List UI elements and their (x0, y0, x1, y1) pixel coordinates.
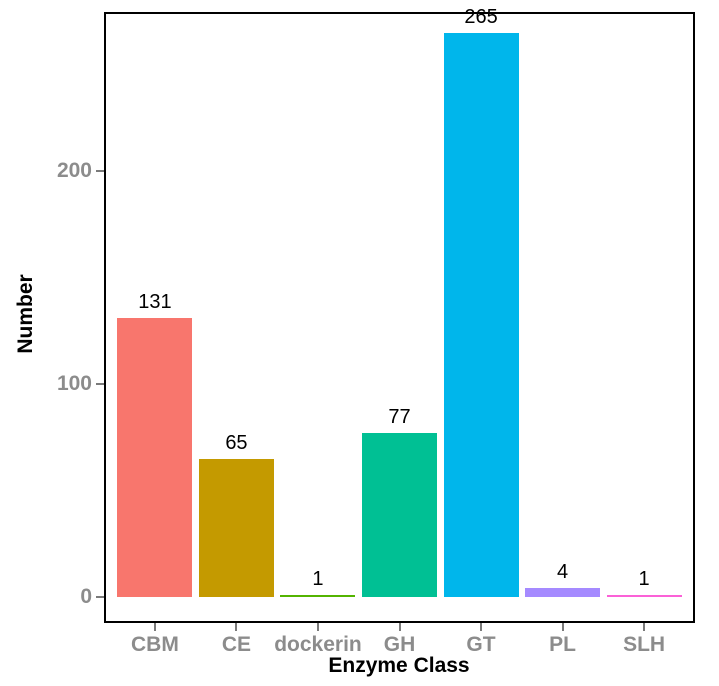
y-tick-100 (96, 383, 104, 385)
bar-gt (443, 32, 519, 597)
bar-value-cbm: 131 (138, 290, 172, 313)
bar-value-dockerin: 1 (312, 567, 324, 590)
y-tick-label-100: 100 (56, 372, 92, 395)
x-tick-label-cbm: CBM (130, 633, 179, 656)
plot-panel: 131 65 1 77 265 4 1 (104, 7, 695, 623)
x-axis-title: Enzyme Class (328, 654, 470, 677)
y-tick-0 (96, 596, 104, 598)
x-tick-label-ce: CE (221, 633, 252, 656)
bar-value-gt: 265 (464, 5, 498, 28)
x-tick-gh (398, 623, 401, 631)
x-tick-label-dockerin: dockerin (274, 633, 362, 656)
x-tick-gt (480, 623, 483, 631)
y-axis-title: Number (14, 274, 37, 354)
bar-pl (525, 588, 601, 597)
bar-gh (362, 432, 437, 597)
bar-dockerin (280, 594, 356, 597)
y-tick-200 (96, 170, 104, 172)
x-tick-slh (643, 623, 646, 631)
bar-slh (606, 594, 682, 597)
bar-value-slh: 1 (638, 567, 650, 590)
x-tick-label-slh: SLH (623, 633, 666, 656)
x-tick-cbm (153, 623, 156, 631)
x-tick-label-gh: GH (383, 633, 416, 656)
bar-value-ce: 65 (225, 431, 248, 454)
x-tick-pl (561, 623, 564, 631)
y-tick-label-200: 200 (56, 159, 92, 182)
x-tick-label-pl: PL (549, 633, 576, 656)
x-tick-label-gt: GT (466, 633, 496, 656)
x-tick-ce (235, 623, 238, 631)
bar-value-pl: 4 (556, 561, 569, 584)
y-tick-label-0: 0 (80, 585, 92, 608)
x-tick-dockerin (316, 623, 319, 631)
bar-value-gh: 77 (388, 405, 411, 428)
bar-cbm (117, 317, 193, 597)
bar-ce (198, 458, 274, 597)
